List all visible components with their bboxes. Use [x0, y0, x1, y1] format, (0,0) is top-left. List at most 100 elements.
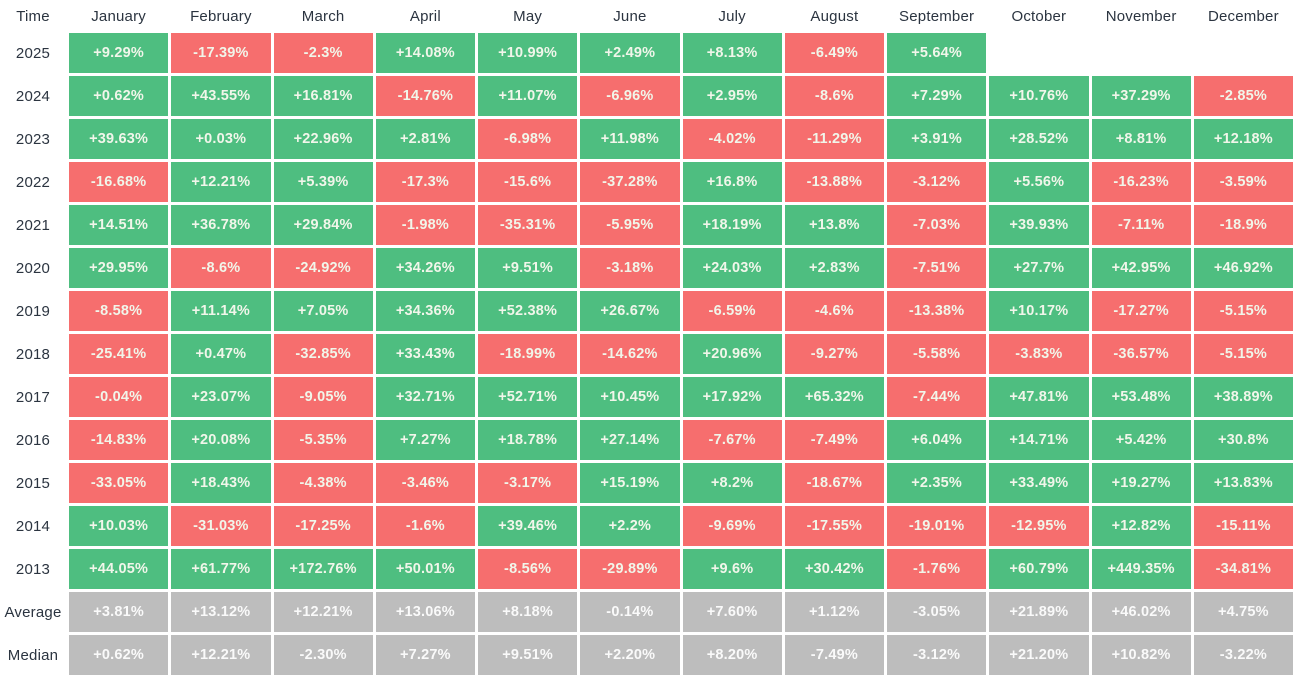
row-label-2015: 2015 — [0, 463, 66, 503]
col-header-december: December — [1193, 2, 1293, 30]
return-cell: -3.83% — [989, 334, 1089, 374]
return-cell: -25.41% — [69, 334, 169, 374]
return-cell: +1.12% — [784, 592, 884, 632]
return-cell: +30.42% — [784, 549, 884, 589]
return-cell: +29.95% — [69, 248, 169, 288]
return-cell: +32.71% — [375, 377, 475, 417]
return-cell: -9.27% — [784, 334, 884, 374]
row-label-average: Average — [0, 592, 66, 632]
return-cell: -29.89% — [580, 549, 680, 589]
col-header-march: March — [273, 2, 373, 30]
col-header-november: November — [1091, 2, 1191, 30]
return-cell: +5.64% — [887, 33, 987, 73]
return-cell: +172.76% — [273, 549, 373, 589]
return-cell: -7.03% — [887, 205, 987, 245]
return-cell: -4.6% — [784, 291, 884, 331]
return-cell: +18.78% — [478, 420, 578, 460]
return-cell: +6.04% — [887, 420, 987, 460]
return-cell: +33.49% — [989, 463, 1089, 503]
return-cell: +12.18% — [1193, 119, 1293, 159]
return-cell — [1092, 33, 1191, 73]
return-cell: -18.99% — [478, 334, 578, 374]
return-cell: -3.17% — [478, 463, 578, 503]
return-cell: -2.30% — [273, 635, 373, 675]
row-label-2025: 2025 — [0, 33, 66, 73]
return-cell: +13.8% — [784, 205, 884, 245]
return-cell: +21.89% — [989, 592, 1089, 632]
return-cell: +60.79% — [989, 549, 1089, 589]
return-cell: -6.49% — [784, 33, 884, 73]
return-cell: +2.20% — [580, 635, 680, 675]
return-cell: -17.25% — [273, 506, 373, 546]
return-cell: +10.76% — [989, 76, 1089, 116]
return-cell: +37.29% — [1091, 76, 1191, 116]
return-cell: +42.95% — [1091, 248, 1191, 288]
return-cell: -14.76% — [375, 76, 475, 116]
row-label-2024: 2024 — [0, 76, 66, 116]
return-cell: -7.49% — [784, 635, 884, 675]
return-cell: -3.05% — [887, 592, 987, 632]
return-cell: +15.19% — [580, 463, 680, 503]
return-cell: +20.96% — [682, 334, 782, 374]
return-cell: +10.17% — [989, 291, 1089, 331]
return-cell: +16.8% — [682, 162, 782, 202]
return-cell: -11.29% — [784, 119, 884, 159]
return-cell: +21.20% — [989, 635, 1089, 675]
return-cell: +9.51% — [478, 248, 578, 288]
row-label-2020: 2020 — [0, 248, 66, 288]
return-cell: -17.55% — [784, 506, 884, 546]
return-cell: +11.98% — [580, 119, 680, 159]
row-label-2022: 2022 — [0, 162, 66, 202]
row-label-2023: 2023 — [0, 119, 66, 159]
return-cell: -24.92% — [273, 248, 373, 288]
return-cell: +8.2% — [682, 463, 782, 503]
return-cell: -14.83% — [69, 420, 169, 460]
return-cell: +47.81% — [989, 377, 1089, 417]
col-header-july: July — [682, 2, 782, 30]
return-cell: +7.29% — [887, 76, 987, 116]
return-cell: -12.95% — [989, 506, 1089, 546]
return-cell: -1.98% — [375, 205, 475, 245]
return-cell: -34.81% — [1193, 549, 1293, 589]
return-cell: +27.14% — [580, 420, 680, 460]
col-header-october: October — [989, 2, 1089, 30]
col-header-june: June — [580, 2, 680, 30]
return-cell: +12.21% — [171, 162, 271, 202]
return-cell: -17.39% — [171, 33, 271, 73]
return-cell: +11.07% — [478, 76, 578, 116]
return-cell: +23.07% — [171, 377, 271, 417]
col-header-may: May — [478, 2, 578, 30]
return-cell: +65.32% — [784, 377, 884, 417]
return-cell: -5.95% — [580, 205, 680, 245]
return-cell: -17.27% — [1091, 291, 1191, 331]
return-cell: +34.36% — [375, 291, 475, 331]
return-cell: +2.95% — [682, 76, 782, 116]
return-cell: +12.21% — [171, 635, 271, 675]
return-cell: +18.19% — [682, 205, 782, 245]
return-cell: +61.77% — [171, 549, 271, 589]
return-cell: +46.92% — [1193, 248, 1293, 288]
return-cell: +9.29% — [69, 33, 169, 73]
return-cell: -2.3% — [273, 33, 373, 73]
return-cell: +39.63% — [69, 119, 169, 159]
col-header-april: April — [375, 2, 475, 30]
return-cell: -36.57% — [1091, 334, 1191, 374]
return-cell: -14.62% — [580, 334, 680, 374]
return-cell: +2.83% — [784, 248, 884, 288]
return-cell: -6.98% — [478, 119, 578, 159]
return-cell: +0.03% — [171, 119, 271, 159]
return-cell: +46.02% — [1091, 592, 1191, 632]
return-cell: -19.01% — [887, 506, 987, 546]
return-cell: +7.27% — [375, 420, 475, 460]
return-cell: -15.6% — [478, 162, 578, 202]
return-cell: -31.03% — [171, 506, 271, 546]
return-cell: +10.82% — [1091, 635, 1191, 675]
return-cell: +27.7% — [989, 248, 1089, 288]
return-cell: +8.20% — [682, 635, 782, 675]
return-cell: -7.67% — [682, 420, 782, 460]
return-cell: +19.27% — [1091, 463, 1191, 503]
return-cell: -7.44% — [887, 377, 987, 417]
col-header-september: September — [887, 2, 987, 30]
row-label-2021: 2021 — [0, 205, 66, 245]
